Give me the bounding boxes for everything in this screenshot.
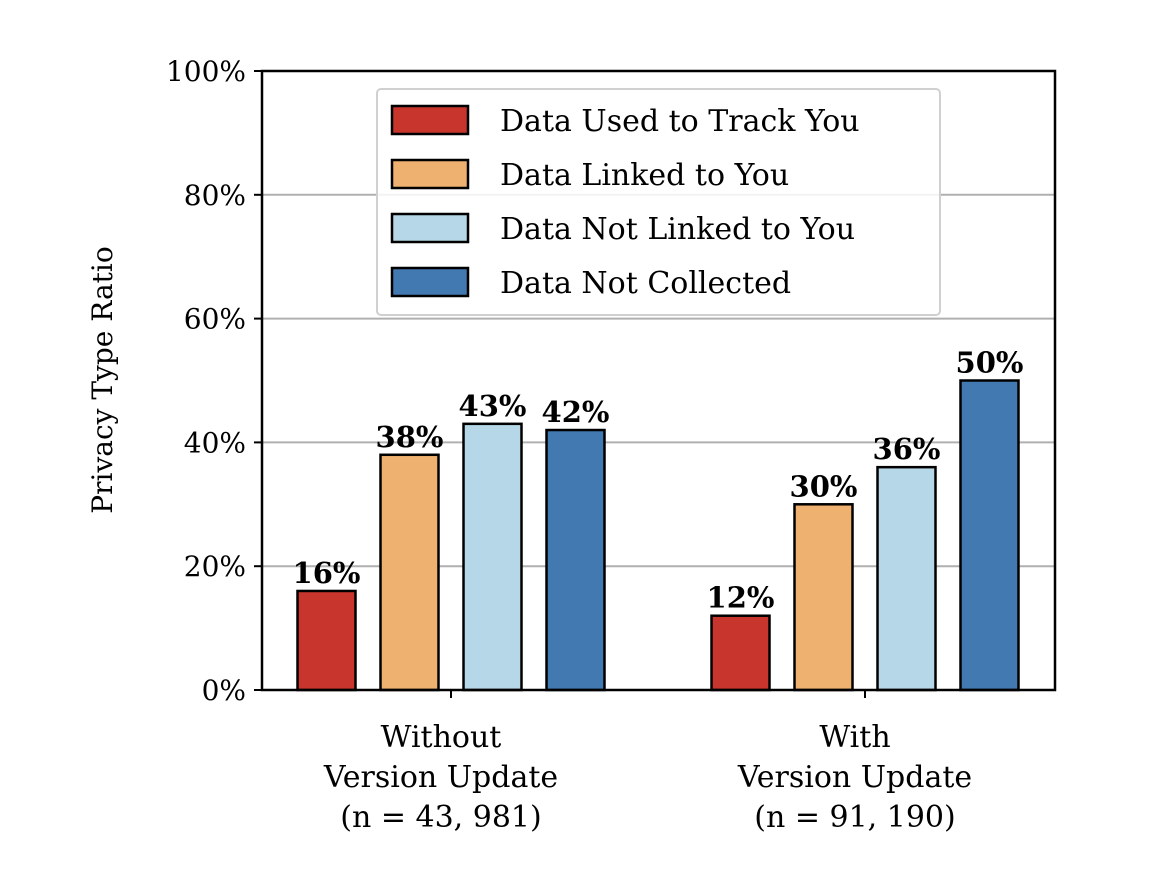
legend-label: Data Not Linked to You [500,212,855,247]
bar-value-label: 30% [790,469,858,503]
y-tick-label: 80% [184,179,246,212]
x-category-label: With Version Update (n = 91, 190) [737,720,972,835]
bar [876,465,937,692]
bar [793,503,854,692]
bar-value-label: 43% [459,389,527,423]
x-category-label: Without Version Update (n = 43, 981) [323,720,558,835]
bar [959,379,1020,692]
y-axis: 0% 20% 40% 60% 80% 100% [166,55,262,707]
legend: Data Used to Track You Data Linked to You… [376,88,941,316]
legend-swatch [390,104,470,136]
y-tick-label: 20% [184,550,246,583]
y-tick-label: 60% [184,303,246,336]
bar [462,422,523,692]
legend-box [376,88,941,316]
legend-label: Data Used to Track You [500,104,860,139]
legend-swatch [390,212,470,244]
legend-label: Data Not Collected [500,266,791,301]
bar [296,589,357,692]
legend-label: Data Linked to You [500,158,789,193]
bar-value-label: 38% [376,420,444,454]
bar-value-label: 42% [542,395,610,429]
bar [545,428,606,692]
y-tick-label: 100% [166,55,246,88]
bar-value-label: 36% [873,432,941,466]
legend-swatch [390,158,470,190]
bars [296,379,1020,692]
plot-frame [260,69,1057,692]
y-tick-label: 0% [202,674,246,707]
bar-value-label: 50% [956,346,1024,380]
y-axis-label: Privacy Type Ratio [86,246,119,513]
bar-value-label: 16% [293,556,361,590]
legend-swatch [390,266,470,298]
bar [379,453,440,692]
bar [710,614,771,692]
x-axis: Without Version Update (n = 43, 981) With Ve… [323,690,972,835]
bar-value-label: 12% [707,581,775,615]
y-tick-label: 40% [184,426,246,459]
data-labels: 16% 12% 38% 30% 43% 36% 42% 50% [293,346,1024,615]
